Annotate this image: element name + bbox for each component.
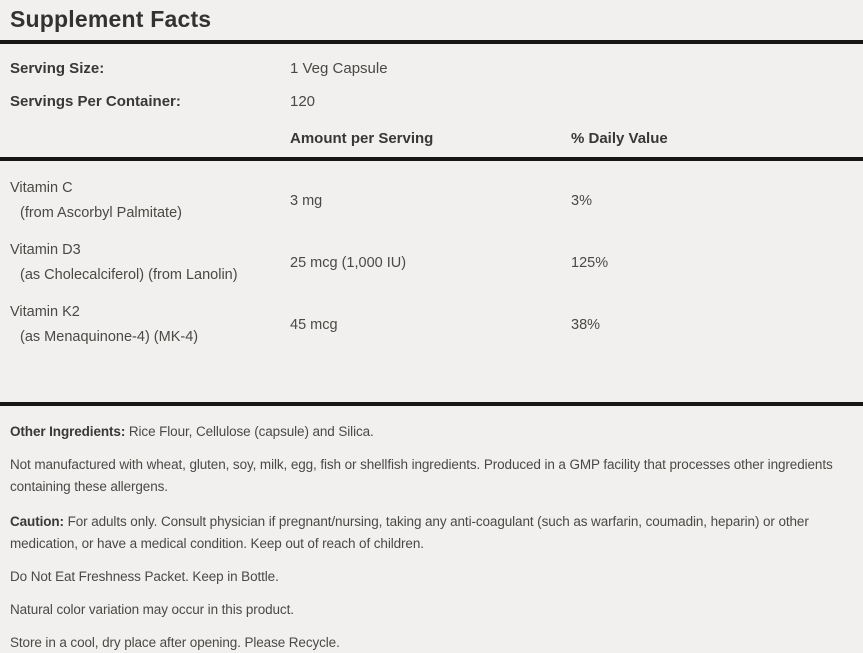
nutrient-detail: (as Menaquinone-4) (MK-4)	[20, 329, 199, 345]
notes-list: Do Not Eat Freshness Packet. Keep in Bot…	[10, 566, 853, 653]
panel-title: Supplement Facts	[10, 6, 212, 32]
table-row: Vitamin D3 (as Cholecalciferol) (from La…	[0, 232, 863, 294]
other-ingredients-text: Rice Flour, Cellulose (capsule) and Sili…	[125, 424, 374, 439]
caution-statement: Caution: For adults only. Consult physic…	[10, 511, 853, 555]
fine-print-section: Other Ingredients: Rice Flour, Cellulose…	[0, 406, 863, 653]
servings-per-container-row: Servings Per Container: 120	[0, 93, 863, 110]
amount-per-serving-header: Amount per Serving	[290, 130, 434, 147]
nutrient-amount: 45 mcg	[290, 317, 338, 333]
nutrient-name: Vitamin K2	[10, 304, 80, 320]
note-color-variation: Natural color variation may occur in thi…	[10, 602, 294, 617]
table-row: Vitamin K2 (as Menaquinone-4) (MK-4) 45 …	[0, 294, 863, 356]
allergen-statement: Not manufactured with wheat, gluten, soy…	[10, 457, 833, 494]
nutrient-name: Vitamin C	[10, 180, 73, 196]
divider-header	[0, 157, 863, 161]
nutrient-name-cell: Vitamin D3 (as Cholecalciferol) (from La…	[10, 232, 290, 294]
nutrient-amount: 3 mg	[290, 193, 323, 209]
serving-size-row: Serving Size: 1 Veg Capsule	[0, 60, 863, 77]
nutrient-name-cell: Vitamin K2 (as Menaquinone-4) (MK-4)	[10, 294, 290, 356]
nutrient-amount: 25 mcg (1,000 IU)	[290, 255, 407, 271]
table-row: Vitamin C (from Ascorbyl Palmitate) 3 mg…	[0, 170, 863, 232]
other-ingredients: Other Ingredients: Rice Flour, Cellulose…	[10, 421, 853, 443]
nutrient-detail: (from Ascorbyl Palmitate)	[20, 205, 182, 221]
divider-top	[0, 40, 863, 44]
note-freshness-packet: Do Not Eat Freshness Packet. Keep in Bot…	[10, 569, 279, 584]
serving-size-value: 1 Veg Capsule	[290, 60, 388, 77]
servings-per-container-value: 120	[290, 93, 316, 110]
nutrient-daily-value: 38%	[571, 317, 601, 333]
caution-label: Caution:	[10, 514, 64, 529]
caution-text: For adults only. Consult physician if pr…	[10, 514, 809, 551]
divider-bottom-table	[0, 402, 863, 406]
nutrient-table: Vitamin C (from Ascorbyl Palmitate) 3 mg…	[0, 170, 863, 356]
serving-size-label: Serving Size:	[10, 60, 105, 77]
nutrient-detail: (as Cholecalciferol) (from Lanolin)	[20, 267, 238, 283]
other-ingredients-label: Other Ingredients:	[10, 424, 126, 439]
nutrient-name: Vitamin D3	[10, 242, 81, 258]
nutrient-daily-value: 3%	[571, 193, 592, 209]
servings-per-container-label: Servings Per Container:	[10, 93, 181, 110]
nutrient-daily-value: 125%	[571, 255, 609, 271]
spacer	[0, 356, 863, 402]
nutrient-name-cell: Vitamin C (from Ascorbyl Palmitate)	[10, 170, 290, 232]
table-header-row: Amount per Serving % Daily Value	[0, 130, 863, 157]
note-storage: Store in a cool, dry place after opening…	[10, 635, 340, 650]
daily-value-header: % Daily Value	[571, 130, 668, 147]
